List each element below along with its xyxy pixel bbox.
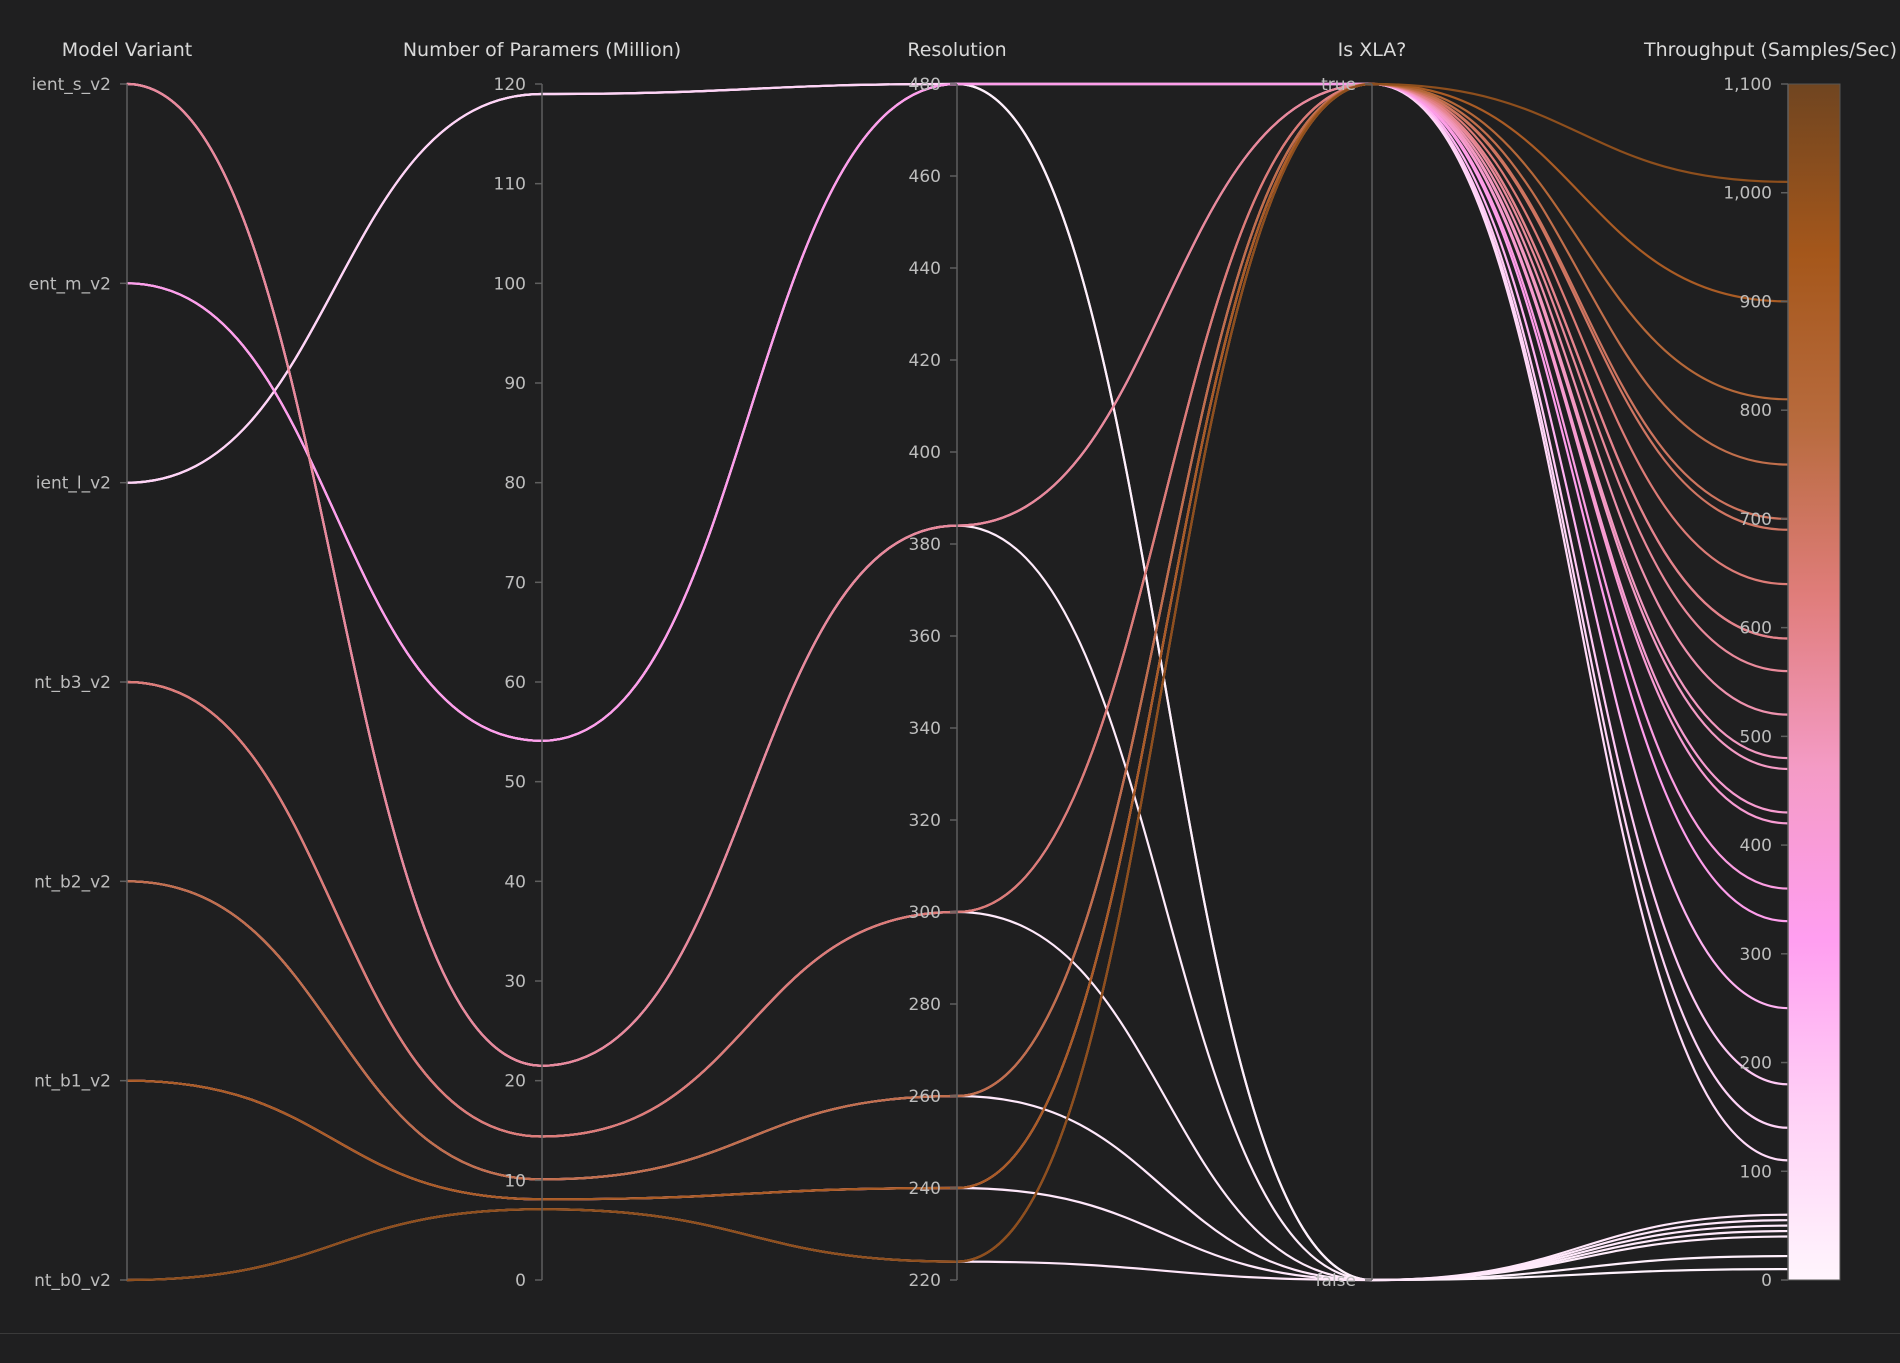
- tick-label: nt_b2_v2: [34, 872, 111, 892]
- tick-label: 440: [909, 259, 941, 279]
- tick-label: 360: [909, 627, 941, 647]
- tick-label: 220: [909, 1271, 941, 1291]
- tick-label: false: [1316, 1271, 1356, 1291]
- tick-label: 420: [909, 351, 941, 371]
- tick-label: 700: [1740, 510, 1772, 530]
- tick-label: 120: [494, 75, 526, 95]
- axis-title: Model Variant: [62, 39, 192, 61]
- tick-label: 90: [504, 374, 526, 394]
- tick-label: 480: [909, 75, 941, 95]
- tick-label: nt_b0_v2: [34, 1271, 111, 1291]
- tick-label: 30: [504, 972, 526, 992]
- axis-resolution: Resolution 220 240 260 280 300 320 340 360 380 400…: [907, 39, 1006, 1291]
- tick-label: 340: [909, 719, 941, 739]
- tick-label: 100: [494, 274, 526, 294]
- data-line: [125, 82, 1790, 1181]
- tick-label: 900: [1740, 292, 1772, 312]
- data-line: [125, 82, 1790, 923]
- data-lines: [125, 82, 1790, 1282]
- tick-label: 240: [909, 1179, 941, 1199]
- bottom-bar: [0, 1333, 1900, 1363]
- tick-label: nt_b1_v2: [34, 1072, 111, 1092]
- tick-label: 50: [504, 773, 526, 793]
- tick-label: 20: [504, 1072, 526, 1092]
- tick-label: true: [1321, 75, 1356, 95]
- axis-title: Is XLA?: [1338, 39, 1407, 61]
- tick-label: 800: [1740, 401, 1772, 421]
- axis-title: Resolution: [907, 39, 1006, 61]
- axis-title: Throughput (Samples/Sec): [1643, 39, 1897, 61]
- tick-label: 380: [909, 535, 941, 555]
- tick-label: 320: [909, 811, 941, 831]
- tick-label: 300: [909, 903, 941, 923]
- tick-label: 300: [1740, 945, 1772, 965]
- tick-label: 1,000: [1723, 184, 1772, 204]
- tick-label: 10: [504, 1171, 526, 1191]
- tick-label: 60: [504, 673, 526, 693]
- tick-label: 1,100: [1723, 75, 1772, 95]
- tick-label: 100: [1740, 1162, 1772, 1182]
- tick-label: nt_b3_v2: [34, 673, 111, 693]
- tick-label: 80: [504, 474, 526, 494]
- axis-title: Number of Paramers (Million): [403, 39, 681, 61]
- tick-label: ent_m_v2: [29, 274, 111, 294]
- tick-label: ient_l_v2: [36, 474, 111, 494]
- axis-params: Number of Paramers (Million) 0 10 20 30 40 50 6…: [403, 39, 681, 1291]
- tick-label: 0: [515, 1271, 526, 1291]
- tick-label: 40: [504, 872, 526, 892]
- tick-label: 400: [1740, 836, 1772, 856]
- tick-label: 400: [909, 443, 941, 463]
- tick-label: 260: [909, 1087, 941, 1107]
- tick-label: 280: [909, 995, 941, 1015]
- tick-label: 460: [909, 167, 941, 187]
- data-line: [125, 82, 1790, 1201]
- tick-label: 500: [1740, 727, 1772, 747]
- tick-label: ient_s_v2: [32, 75, 111, 95]
- color-scale-bar: [1787, 83, 1841, 1281]
- tick-label: 0: [1761, 1271, 1772, 1291]
- data-line: [125, 82, 1790, 1067]
- tick-label: 600: [1740, 619, 1772, 639]
- tick-label: 110: [494, 175, 526, 195]
- axis-throughput: Throughput (Samples/Sec) 0 100 200 300 400 500…: [1643, 39, 1897, 1291]
- data-line: [125, 82, 1790, 1282]
- axis-model: Model Variant ient_s_v2 ent_m_v2 ient_l_v2n…: [29, 39, 193, 1291]
- tick-label: 70: [504, 573, 526, 593]
- tick-label: 200: [1740, 1054, 1772, 1074]
- data-line: [125, 82, 1790, 1138]
- axis-xla: Is XLA? true false: [1316, 39, 1407, 1291]
